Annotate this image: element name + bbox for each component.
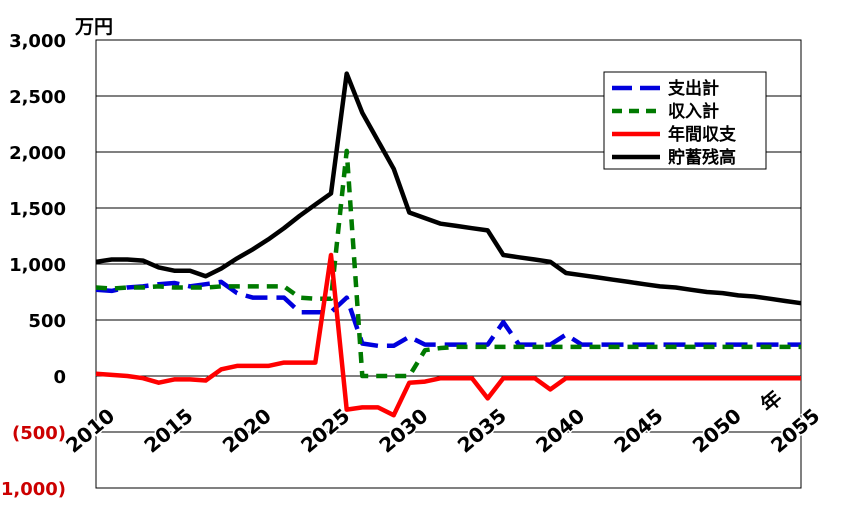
legend-label-1: 支出計 xyxy=(668,78,719,99)
series-layer xyxy=(95,71,802,418)
y-tick-label: (500) xyxy=(12,423,66,444)
legend-label-2: 収入計 xyxy=(668,101,719,122)
y-tick-label: 2,500 xyxy=(9,87,66,108)
series-line-2 xyxy=(95,148,801,379)
x-tick-label: 2050 xyxy=(688,403,746,457)
x-axis-tick-labels: 2010 2015 2020 2025 2030 2035 2040 2045 2050 2055 xyxy=(60,402,826,459)
y-tick-label: 1,500 xyxy=(9,199,66,220)
series-line-4 xyxy=(95,71,802,306)
y-tick-label: 1,000 xyxy=(9,255,66,276)
x-tick-label: 2010 xyxy=(61,403,119,457)
legend-label-4: 貯蓄残高 xyxy=(668,147,736,168)
x-tick-label: 2040 xyxy=(531,403,589,457)
x-tick-label: 2045 xyxy=(609,403,667,457)
x-tick-label: 2020 xyxy=(218,403,276,457)
x-axis-unit-label: 年 xyxy=(756,386,787,417)
y-tick-label: 3,000 xyxy=(9,31,66,52)
x-tick-label: 2025 xyxy=(296,403,354,457)
grid-layer xyxy=(95,39,802,489)
y-tick-label: 2,000 xyxy=(9,143,66,164)
series-line-3 xyxy=(95,252,801,418)
series-line-1 xyxy=(95,279,801,349)
y-tick-label: 0 xyxy=(53,367,66,388)
legend-label-3: 年間収支 xyxy=(668,124,737,145)
x-tick-label: 2035 xyxy=(453,403,511,457)
y-axis-unit-label: 万円 xyxy=(74,16,113,38)
x-tick-label: 2015 xyxy=(139,403,197,457)
y-tick-label: 500 xyxy=(28,311,66,332)
y-axis-tick-labels: 3,000 2,500 2,000 1,500 1,000 500 0 (500) (1,000… xyxy=(0,31,66,500)
y-tick-label: (1,000) xyxy=(0,479,66,500)
